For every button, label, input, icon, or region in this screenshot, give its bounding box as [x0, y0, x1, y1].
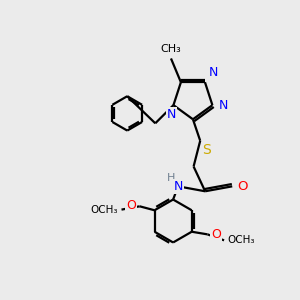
Text: N: N — [174, 180, 183, 193]
Text: O: O — [211, 228, 221, 241]
Text: S: S — [202, 143, 211, 158]
Text: OCH₃: OCH₃ — [91, 205, 118, 214]
Text: OCH₃: OCH₃ — [227, 235, 255, 245]
Text: N: N — [167, 108, 176, 121]
Text: H: H — [167, 173, 176, 183]
Text: CH₃: CH₃ — [160, 44, 182, 53]
Text: N: N — [209, 66, 218, 79]
Text: N: N — [218, 99, 228, 112]
Text: O: O — [127, 199, 136, 212]
Text: O: O — [237, 180, 247, 193]
